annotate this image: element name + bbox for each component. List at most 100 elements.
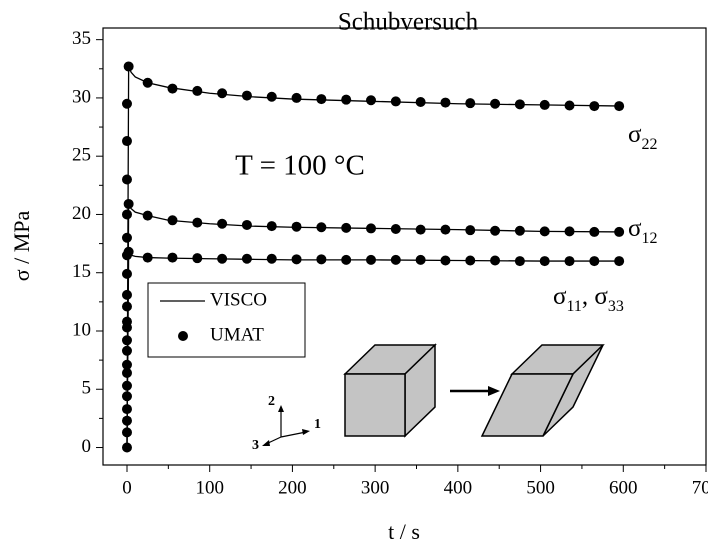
sheared-front — [480, 373, 575, 437]
marker — [316, 222, 327, 233]
label-subscript: 22 — [641, 136, 657, 153]
label-subscript: 12 — [641, 230, 657, 247]
marker — [241, 90, 252, 101]
marker — [465, 255, 476, 266]
marker — [415, 254, 426, 265]
marker — [217, 253, 228, 264]
y-tick-label: 25 — [72, 145, 91, 166]
label-text: σ — [628, 215, 642, 242]
marker — [192, 85, 203, 96]
y-tick-label: 0 — [82, 436, 92, 457]
marker — [266, 253, 277, 264]
marker — [142, 252, 153, 263]
x-tick-label: 300 — [361, 477, 390, 498]
marker — [341, 254, 352, 265]
marker — [121, 174, 132, 185]
shear-illustration — [343, 343, 605, 438]
marker — [142, 210, 153, 221]
marker — [217, 88, 228, 99]
marker — [440, 224, 451, 235]
marker — [465, 98, 476, 109]
marker — [341, 222, 352, 233]
chart-title: Schubversuch — [338, 9, 479, 36]
marker — [415, 224, 426, 235]
marker — [589, 256, 600, 267]
marker — [490, 225, 501, 236]
marker — [589, 101, 600, 112]
marker — [564, 256, 575, 267]
marker — [121, 301, 132, 312]
y-tick-label: 30 — [72, 86, 91, 107]
x-tick-label: 700 — [692, 477, 708, 498]
label-subscript: 11 — [566, 298, 581, 315]
legend-swatch — [178, 331, 188, 341]
triad-label: 2 — [268, 394, 275, 409]
marker — [514, 225, 525, 236]
y-tick-label: 15 — [72, 261, 91, 282]
marker — [564, 100, 575, 111]
marker — [366, 95, 376, 106]
marker — [614, 101, 625, 112]
marker — [167, 252, 178, 263]
marker — [123, 198, 134, 209]
marker — [366, 223, 376, 234]
marker — [121, 268, 132, 279]
axis-triad — [265, 409, 307, 445]
x-tick-label: 100 — [195, 477, 224, 498]
y-tick-label: 10 — [72, 319, 91, 340]
marker — [241, 219, 252, 230]
marker — [614, 256, 625, 267]
marker — [217, 218, 228, 229]
x-tick-label: 200 — [278, 477, 307, 498]
y-tick-label: 5 — [82, 378, 92, 399]
annotation: T = 100 °C — [235, 150, 365, 182]
marker — [291, 254, 302, 265]
marker — [390, 96, 401, 107]
marker — [121, 232, 132, 243]
x-axis-label: t / s — [388, 519, 420, 544]
triad-label: 3 — [252, 438, 259, 453]
curve — [126, 66, 624, 448]
legend: VISCO UMAT — [160, 289, 267, 345]
marker — [514, 256, 525, 267]
marker — [440, 255, 451, 266]
x-tick-label: 0 — [122, 477, 132, 498]
marker — [366, 254, 376, 265]
marker — [123, 246, 134, 257]
triad-head — [278, 405, 284, 412]
label-text: , σ — [582, 283, 609, 310]
marker — [121, 335, 132, 346]
marker — [167, 83, 178, 94]
legend-box — [147, 282, 306, 358]
marker — [390, 254, 401, 265]
marker — [390, 224, 401, 235]
marker — [266, 91, 277, 102]
marker — [291, 92, 302, 103]
marker — [539, 99, 550, 110]
legend-label: VISCO — [210, 289, 267, 310]
marker — [121, 345, 132, 356]
marker — [121, 209, 132, 220]
marker — [192, 253, 203, 264]
y-axis-label: σ / MPa — [9, 211, 34, 282]
marker — [167, 215, 178, 226]
x-tick-label: 600 — [609, 477, 638, 498]
marker — [123, 61, 134, 72]
curve — [126, 203, 624, 448]
marker — [564, 226, 575, 237]
triad-head — [262, 440, 270, 446]
marker — [121, 316, 132, 327]
marker — [465, 225, 476, 236]
curve-label: σ22 — [628, 121, 657, 153]
label-subscript: 33 — [608, 298, 624, 315]
marker — [121, 289, 132, 300]
plot-frame — [102, 27, 707, 466]
marker — [192, 217, 203, 228]
marker — [514, 99, 525, 110]
marker — [142, 77, 153, 88]
marker — [121, 98, 132, 109]
marker — [539, 226, 550, 237]
curve-label: σ11, σ33 — [553, 283, 624, 315]
label-text: σ — [553, 283, 567, 310]
